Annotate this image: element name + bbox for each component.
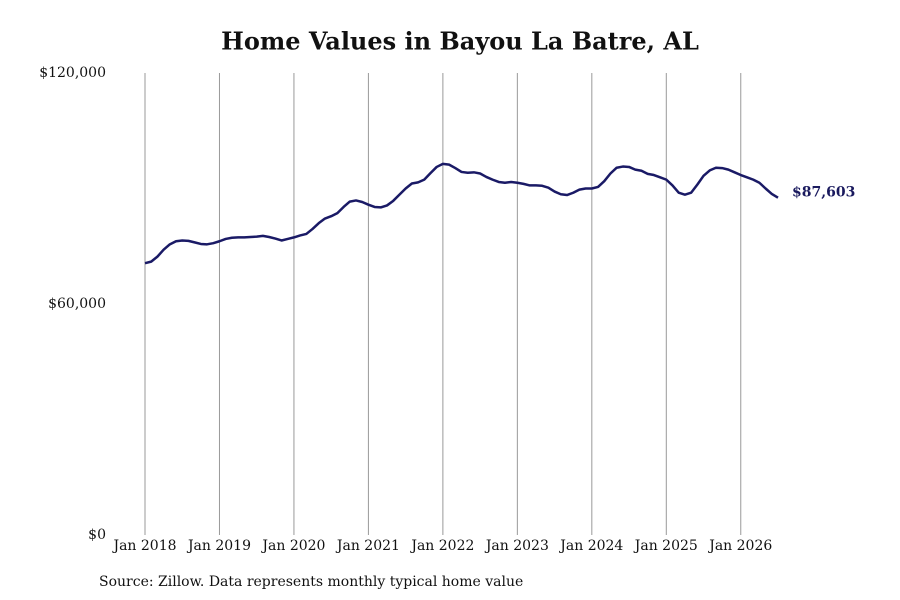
x-tick-label: Jan 2025 [633,538,698,554]
source-note: Source: Zillow. Data represents monthly … [99,574,523,590]
y-tick-label: $0 [88,527,106,543]
y-tick-label: $120,000 [39,65,106,81]
x-tick-label: Jan 2022 [409,538,474,554]
x-tick-label: Jan 2020 [260,538,325,554]
y-tick-label: $60,000 [48,296,106,312]
x-tick-label: Jan 2018 [111,538,176,554]
x-tick-label: Jan 2024 [558,538,623,554]
x-tick-label: Jan 2021 [335,538,400,554]
chart-title: Home Values in Bayou La Batre, AL [221,27,699,56]
end-value-label: $87,603 [792,185,855,201]
x-tick-label: Jan 2026 [707,538,772,554]
line-series [144,162,779,265]
x-tick-label: Jan 2023 [484,538,549,554]
x-tick-label: Jan 2019 [186,538,251,554]
